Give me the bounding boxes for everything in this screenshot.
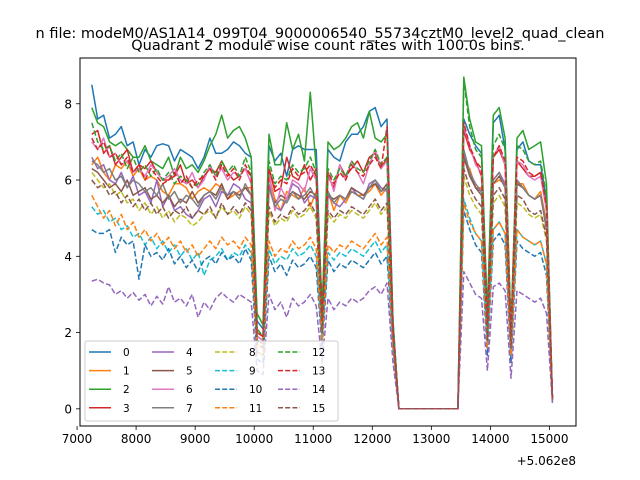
series-line-11 xyxy=(91,194,554,410)
x-tick-label: 7000 xyxy=(62,432,93,446)
y-tick-label: 8 xyxy=(64,97,72,111)
y-tick-label: 2 xyxy=(64,326,72,340)
legend-label-8: 8 xyxy=(249,347,256,359)
y-tick-label: 0 xyxy=(64,402,72,416)
legend-frame xyxy=(84,340,339,422)
x-tick-label: 10000 xyxy=(235,432,273,446)
legend-label-9: 9 xyxy=(249,366,256,378)
chart-suptitle: n file: modeM0/AS1A14_099T04_9000006540_… xyxy=(36,26,605,42)
x-tick-label: 15000 xyxy=(530,432,568,446)
x-axis-ticks: 7000 8000 9000 10000 11000 12000 13000 14000 150… xyxy=(62,426,569,446)
x-tick-label: 11000 xyxy=(294,432,332,446)
legend-label-4: 4 xyxy=(186,347,193,359)
y-axis-ticks: 0 2 4 6 8 xyxy=(64,97,80,416)
axes-frame xyxy=(79,57,577,427)
plot-lines xyxy=(91,76,554,410)
x-tick-label: 14000 xyxy=(471,432,509,446)
legend-label-6: 6 xyxy=(186,384,193,396)
legend-label-13: 13 xyxy=(312,366,325,378)
legend-label-7: 7 xyxy=(186,403,193,415)
legend-label-3: 3 xyxy=(123,403,130,415)
chart-title: Quadrant 2 module wise count rates with … xyxy=(131,38,525,54)
legend-label-5: 5 xyxy=(186,366,193,378)
series-line-13 xyxy=(91,122,554,410)
legend-label-11: 11 xyxy=(249,403,262,415)
x-tick-label: 9000 xyxy=(180,432,211,446)
legend-label-12: 12 xyxy=(312,347,325,359)
series-line-15 xyxy=(91,167,554,410)
legend-label-2: 2 xyxy=(123,384,130,396)
x-tick-label: 8000 xyxy=(121,432,152,446)
legend-label-14: 14 xyxy=(312,384,326,396)
x-tick-label: 12000 xyxy=(353,432,391,446)
x-axis-offset-label: +5.062e8 xyxy=(517,454,576,468)
legend-label-10: 10 xyxy=(249,384,262,396)
y-tick-label: 6 xyxy=(64,174,72,188)
legend-label-15: 15 xyxy=(312,403,325,415)
legend-label-1: 1 xyxy=(123,366,130,378)
x-tick-label: 13000 xyxy=(412,432,450,446)
y-tick-label: 4 xyxy=(64,250,72,264)
legend-label-0: 0 xyxy=(123,347,130,359)
